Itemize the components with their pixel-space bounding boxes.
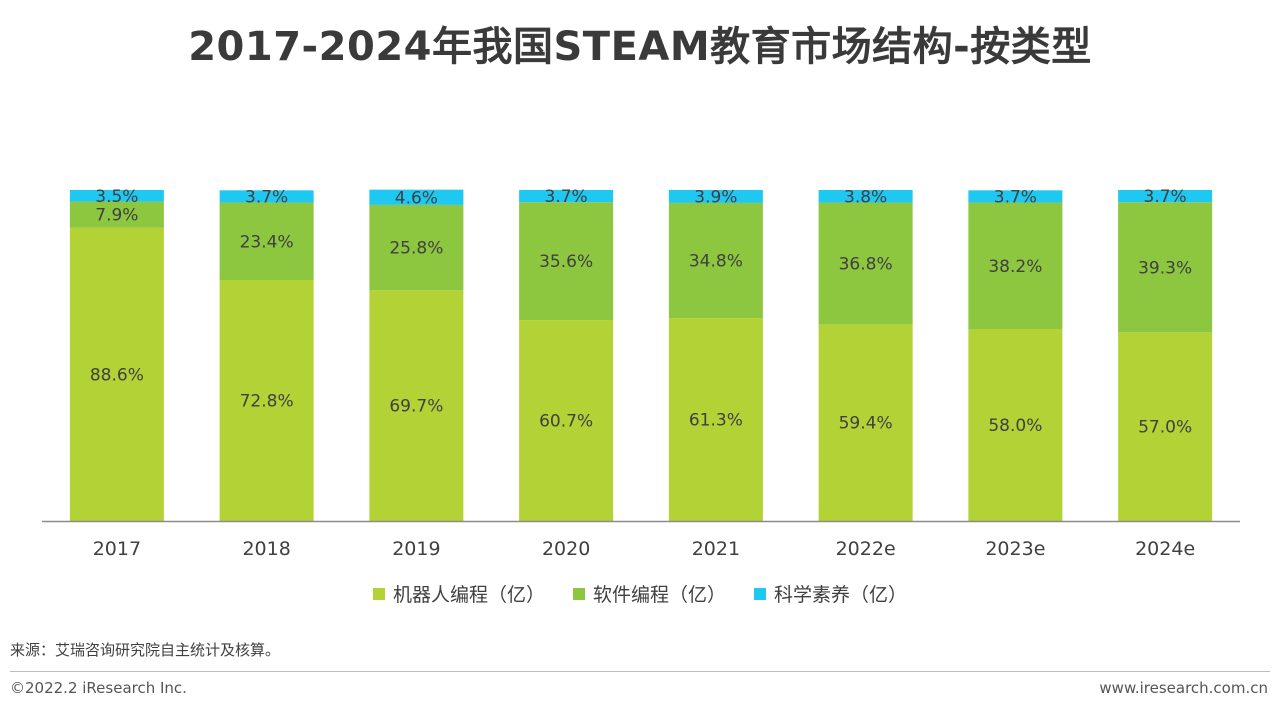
legend-item: 机器人编程（亿）	[372, 580, 545, 607]
x-tick-label: 2018	[242, 538, 290, 560]
data-label: 36.8%	[839, 254, 893, 274]
data-label: 59.4%	[839, 414, 893, 434]
legend-swatch	[372, 587, 385, 600]
data-label: 61.3%	[689, 411, 743, 431]
bar-segment-3-2022e	[818, 190, 913, 203]
data-label: 88.6%	[90, 365, 144, 385]
bar-segment-2-2023e	[968, 202, 1063, 330]
bar-segment-1-2018	[219, 280, 314, 521]
data-label: 3.7%	[245, 187, 288, 207]
legend-swatch	[572, 587, 585, 600]
data-label: 3.7%	[1144, 187, 1187, 207]
bar-segment-1-2022e	[818, 324, 913, 521]
bar-segment-2-2020	[519, 202, 614, 321]
bar-segment-3-2017	[69, 190, 164, 202]
data-label: 3.5%	[95, 187, 138, 207]
bar-segment-2-2024e	[1118, 202, 1213, 333]
x-tick-label: 2022e	[836, 538, 896, 560]
bar-segment-1-2019	[369, 290, 464, 521]
chart-legend: 机器人编程（亿） 软件编程（亿） 科学素养（亿）	[0, 580, 1280, 607]
x-tick-label: 2017	[93, 538, 141, 560]
bar-segment-3-2020	[519, 190, 614, 203]
bar-segment-1-2021	[668, 318, 763, 521]
data-label: 7.9%	[95, 206, 138, 226]
data-label: 3.9%	[694, 187, 737, 207]
bar-segment-2-2018	[219, 202, 314, 281]
data-label: 60.7%	[539, 412, 593, 432]
data-label: 3.7%	[994, 187, 1037, 207]
bar-segment-1-2017	[69, 227, 164, 521]
data-label: 58.0%	[988, 416, 1042, 436]
bar-segment-2-2022e	[818, 202, 913, 325]
bar-segment-1-2020	[519, 320, 614, 521]
legend-item: 科学素养（亿）	[754, 580, 907, 607]
data-label: 39.3%	[1138, 258, 1192, 278]
data-label: 4.6%	[395, 188, 438, 208]
x-tick-label: 2023e	[985, 538, 1045, 560]
data-label: 34.8%	[689, 252, 743, 272]
website-link[interactable]: www.iresearch.com.cn	[1099, 679, 1268, 697]
bar-segment-3-2018	[219, 190, 314, 203]
data-label: 25.8%	[389, 239, 443, 259]
data-label: 57.0%	[1138, 418, 1192, 438]
data-label: 23.4%	[240, 232, 294, 252]
bar-segment-3-2023e	[968, 190, 1063, 203]
data-label: 3.8%	[844, 187, 887, 207]
legend-label: 机器人编程（亿）	[392, 584, 545, 606]
data-label: 38.2%	[988, 257, 1042, 277]
bar-segment-1-2024e	[1118, 332, 1213, 521]
legend-swatch	[754, 587, 766, 600]
bar-segment-3-2019	[369, 189, 464, 205]
data-label: 3.7%	[545, 187, 588, 207]
bar-segment-3-2024e	[1118, 190, 1213, 203]
bar-segment-3-2021	[668, 190, 763, 203]
legend-label: 软件编程（亿）	[592, 584, 726, 606]
footer-divider	[10, 671, 1270, 672]
x-tick-label: 2020	[542, 538, 590, 560]
bar-segment-2-2021	[668, 202, 763, 319]
legend-item: 软件编程（亿）	[572, 580, 726, 607]
copyright-text: ©2022.2 iResearch Inc.	[10, 679, 187, 697]
page-title: 2017-2024年我国STEAM教育市场结构-按类型	[188, 24, 1092, 70]
x-tick-label: 2024e	[1135, 538, 1195, 560]
source-note: 来源：艾瑞咨询研究院自主统计及核算。	[10, 641, 281, 659]
x-tick-label: 2021	[692, 538, 740, 560]
bar-segment-2-2019	[369, 204, 464, 291]
data-label: 69.7%	[389, 397, 443, 417]
data-label: 72.8%	[240, 392, 294, 412]
x-tick-label: 2019	[392, 538, 440, 560]
bar-segment-1-2023e	[968, 329, 1063, 521]
data-label: 35.6%	[539, 252, 593, 272]
bar-segment-2-2017	[69, 201, 164, 228]
legend-label: 科学素养（亿）	[774, 584, 908, 606]
